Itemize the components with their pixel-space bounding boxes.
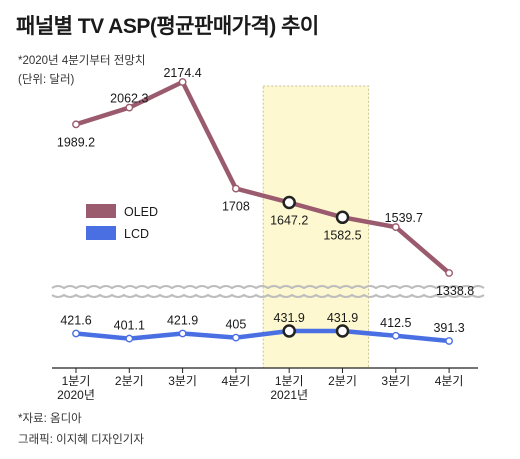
legend-label-lcd: LCD [124,227,149,241]
source-note: *자료: 옴디아 [18,413,82,425]
lcd-point [125,334,134,343]
legend-label-oled: OLED [124,205,158,219]
forecast-note: *2020년 4분기부터 전망치 [18,55,146,67]
lcd-data-label: 391.3 [433,321,464,335]
oled-point [178,78,187,86]
oled-data-label: 1989.2 [57,135,95,149]
x-tick-label: 4분기 [222,374,251,388]
lcd-point [231,333,240,342]
oled-point [445,269,453,277]
lcd-data-label: 431.9 [274,311,305,325]
lcd-highlight-point [335,324,350,338]
x-tick-label: 2분기 [115,374,144,388]
oled-highlight-point [335,210,350,225]
oled-data-label: 1647.2 [270,214,308,228]
lcd-data-label: 412.5 [380,316,411,330]
lcd-point [72,329,80,338]
lcd-series-line [73,328,452,344]
oled-data-label: 2062.3 [110,92,148,106]
oled-point [125,103,134,112]
lcd-data-label: 431.9 [327,311,358,325]
year-label: 2020년 [57,388,95,402]
oled-point [72,120,80,129]
axis-break-wave [51,285,485,290]
oled-data-label: 1708 [222,200,250,214]
lcd-highlight-point [282,324,296,338]
lcd-data-label: 405 [225,318,246,332]
lcd-point [445,337,453,345]
year-label: 2021년 [270,388,308,402]
lcd-data-label: 421.9 [167,313,198,327]
oled-data-label: 1338.8 [436,284,474,298]
lcd-data-label: 421.6 [60,314,91,328]
highlight-band [262,85,370,369]
lcd-point [178,329,187,338]
x-tick-label: 4분기 [435,374,464,388]
x-tick-label: 3분기 [381,374,410,388]
x-tick-label: 2분기 [328,374,357,388]
lcd-data-label: 401.1 [114,319,145,333]
axis-break-wave [51,293,485,298]
x-tick-label: 1분기 [275,374,304,388]
oled-highlight-point [282,195,296,210]
oled-point [231,184,240,193]
oled-data-label: 1582.5 [323,228,361,242]
graphic-credit: 그래픽: 이지혜 디자인기자 [18,434,144,446]
oled-data-label: 1539.7 [385,211,423,225]
legend-swatch-oled [86,204,116,218]
chart-title: 패널별 TV ASP(평균판매가격) 추이 [16,15,319,38]
oled-series-line [73,79,452,276]
unit-label: (단위: 달러) [18,74,75,86]
oled-point [391,223,400,231]
x-tick-label: 1분기 [62,374,91,388]
oled-data-label: 2174.4 [163,66,201,80]
lcd-point [391,331,400,340]
x-tick-label: 3분기 [168,374,197,388]
legend-swatch-lcd [86,226,116,240]
